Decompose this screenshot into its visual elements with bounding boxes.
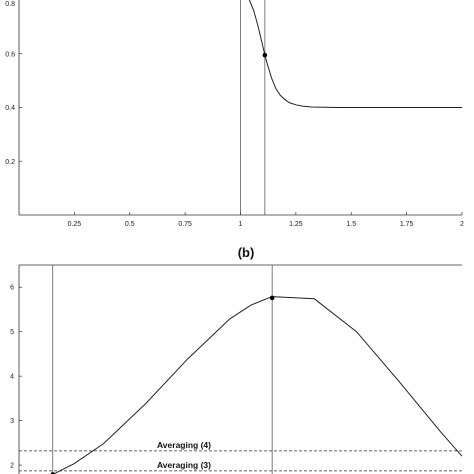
panel-b-y-tick-label: 6 — [10, 285, 14, 292]
panel-a-y-tick-label: 0.4 — [5, 105, 15, 112]
panel-a-y-top-label: 0.8 — [5, 1, 15, 8]
panel-b-annotation-label: Averaging (3) — [157, 460, 211, 470]
panel-a-x-tick-label: 1.5 — [346, 221, 356, 228]
panel-b-curve — [52, 296, 463, 474]
panel-a-x-tick-label: 1.25 — [289, 221, 303, 228]
panel-b: 2 3 4 5 6 Averaging (4) Averaging (3) — [10, 264, 463, 474]
panel-b-marked-point — [269, 295, 275, 301]
panel-a-marked-point — [262, 52, 268, 58]
panel-a-x-tick-label: 0.5 — [125, 221, 135, 228]
panel-b-label: (b) — [238, 245, 255, 260]
panel-a-x-tick-label: 0.75 — [178, 221, 192, 228]
panel-b-y-tick-label: 5 — [10, 329, 14, 336]
panel-b-y-tick-label: 4 — [10, 374, 14, 381]
panel-a-y-tick-label: 0.2 — [5, 159, 15, 166]
panel-a-x-tick-label: 1.75 — [400, 221, 414, 228]
panel-a-x-tick-label: 0.25 — [68, 221, 82, 228]
panel-a: 0.25 0.5 0.75 1 1.25 1.5 1.75 2 0.2 0.4 0.6 0.8 — [5, 0, 464, 228]
panel-b-annotation-label: Averaging (4) — [157, 440, 211, 450]
panel-a-curve — [248, 0, 462, 108]
panel-b-y-tick-label: 3 — [10, 418, 14, 425]
panel-a-y-tick-label: 0.6 — [5, 51, 15, 58]
panel-a-x-tick-label: 2 — [460, 221, 464, 228]
panel-a-x-tick-label: 1 — [239, 221, 243, 228]
panel-b-y-tick-label: 2 — [10, 463, 14, 470]
